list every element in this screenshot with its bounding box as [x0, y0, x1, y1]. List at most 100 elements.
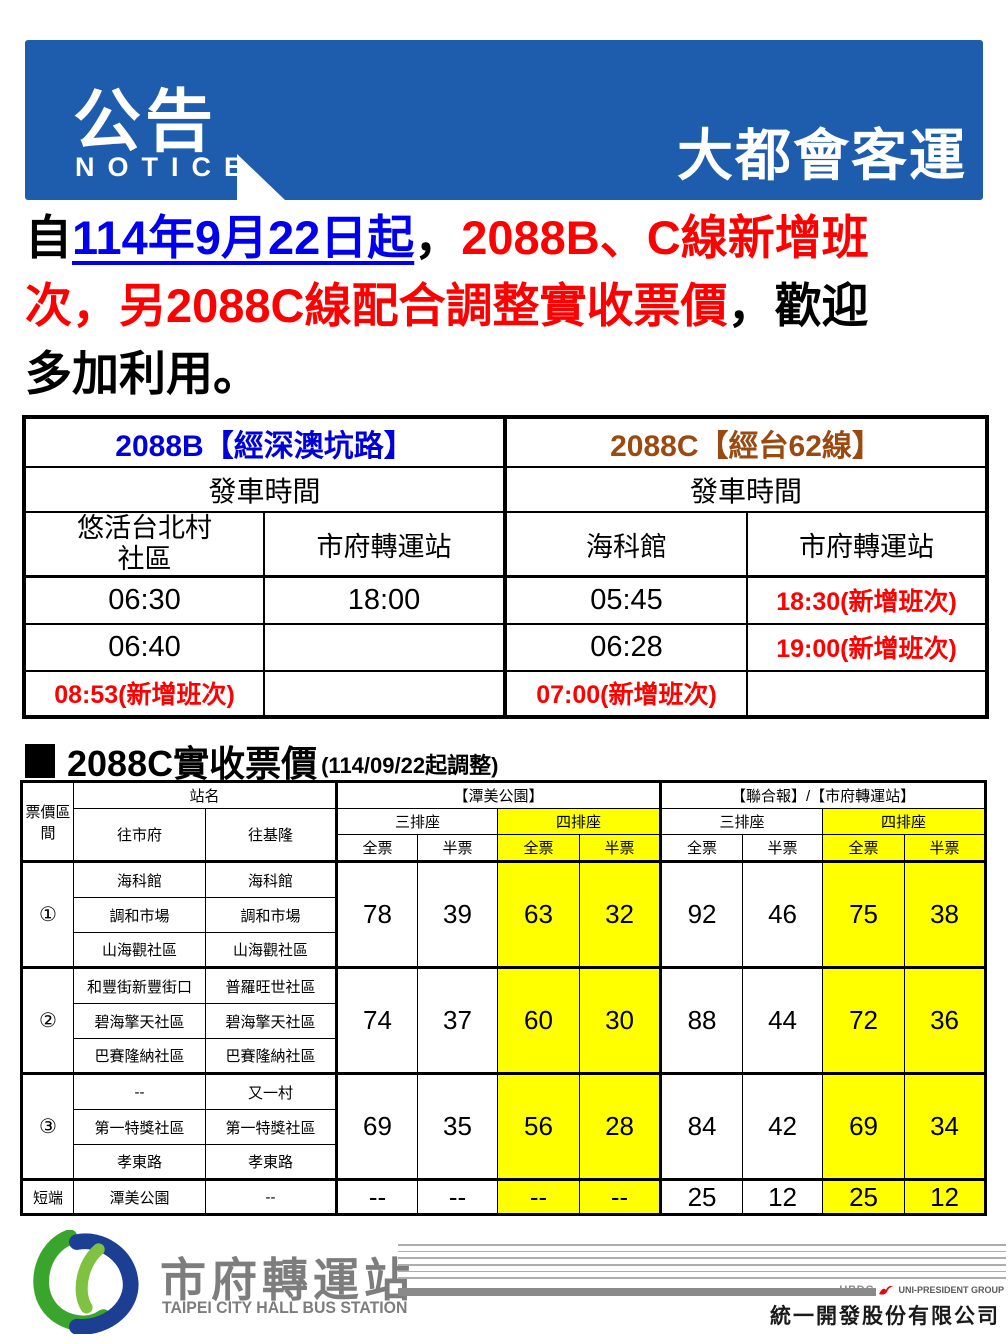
- departure-time: 06:40: [23, 622, 265, 672]
- departure-time-new: 08:53(新增班次): [23, 669, 265, 718]
- station-name: --: [73, 1072, 206, 1110]
- departure-time: [263, 669, 506, 718]
- fare-header-to-keelung: 往基隆: [204, 808, 338, 862]
- fare-zone-row: ① 海科館 海科館 78 39 63 32 92 46 75 38: [21, 860, 987, 968]
- station-name: --: [204, 1178, 338, 1215]
- station-name: 山海觀社區: [73, 932, 206, 968]
- fare-short-row: 短端 潭美公園 -- -- -- -- -- 25 12 25 12: [21, 1178, 987, 1215]
- station-name: 第一特獎社區: [73, 1109, 206, 1145]
- timetable-row: 06:30 18:00 05:45 18:30(新增班次): [23, 575, 988, 625]
- timetable-row: 08:53(新增班次) 07:00(新增班次): [23, 669, 988, 718]
- departure-time: 05:45: [503, 575, 748, 625]
- fare-header-half: 半票: [417, 834, 499, 863]
- footer-decorative-lines: [398, 1244, 1006, 1284]
- station-name: 潭美公園: [73, 1178, 206, 1215]
- zone-label: ③: [21, 1072, 74, 1180]
- announcement-line-3: 多加利用。: [25, 340, 990, 408]
- banner-title-zh: 公告: [73, 84, 218, 160]
- fare-header-half: 半票: [742, 834, 824, 863]
- announcement-date: 114年9月22日起: [72, 211, 415, 264]
- departure-timetable: 2088B【經深澳坑路】 2088C【經台62線】 發車時間 發車時間 悠活台北…: [22, 415, 989, 719]
- zone-label: 短端: [21, 1178, 74, 1215]
- updc-logo-text: UPDC: [839, 1284, 875, 1296]
- departure-time: 06:28: [503, 622, 748, 672]
- fare-value: 25: [822, 1178, 906, 1215]
- route-2088c-title: 2088C【經台62線】: [503, 416, 988, 468]
- fare-header-section2: 【聯合報】/【市府轉運站】: [659, 781, 987, 809]
- fare-value: 39: [417, 860, 499, 968]
- departure-time-label: 發車時間: [23, 466, 506, 513]
- uni-president-branding: UPDC UNI-PRESIDENT GROUP: [839, 1284, 1004, 1296]
- fare-zone-row: ② 和豐街新豐街口 普羅旺世社區 74 37 60 30 88 44 72 36: [21, 966, 987, 1074]
- departure-time-new: 19:00(新增班次): [746, 622, 988, 672]
- station-name: 巴賽隆納社區: [204, 1038, 338, 1074]
- departure-time: [746, 669, 988, 718]
- station-name: 調和市場: [204, 897, 338, 933]
- fare-header-full: 全票: [659, 834, 744, 863]
- fare-header-four-row: 四排座: [497, 808, 662, 835]
- fare-value: 46: [742, 860, 824, 968]
- footer-company-name: 統一開發股份有限公司: [770, 1305, 1000, 1328]
- fare-value: 69: [822, 1072, 906, 1180]
- fare-value: --: [417, 1178, 499, 1215]
- station-name: 調和市場: [73, 897, 206, 933]
- departure-time: 06:30: [23, 575, 265, 625]
- fare-value: 32: [579, 860, 662, 968]
- fare-value: 12: [742, 1178, 824, 1215]
- timetable-column-header: 海科館: [503, 511, 748, 578]
- announcement-segment: ，: [414, 211, 462, 264]
- station-name: 孝東路: [204, 1144, 338, 1180]
- departure-time: 18:00: [263, 575, 506, 625]
- announcement-segment: 多加利用。: [25, 347, 260, 400]
- fare-value: 37: [417, 966, 499, 1074]
- fare-value: 44: [742, 966, 824, 1074]
- fare-header-three-row: 三排座: [659, 808, 824, 835]
- timetable-row: 06:40 06:28 19:00(新增班次): [23, 622, 988, 672]
- fare-header-section1: 【潭美公園】: [335, 781, 662, 809]
- station-name: 巴賽隆納社區: [73, 1038, 206, 1074]
- station-name: 又一村: [204, 1072, 338, 1110]
- notice-banner: 公告 NOTICE 大都會客運: [25, 40, 983, 200]
- fare-value: 74: [335, 966, 419, 1074]
- announcement-line-2: 次，另2088C線配合調整實收票價，歡迎: [25, 272, 990, 340]
- timetable-column-header: 市府轉運站: [263, 511, 506, 578]
- fare-header-four-row: 四排座: [822, 808, 987, 835]
- fare-value: 84: [659, 1072, 744, 1180]
- station-name: 第一特獎社區: [204, 1109, 338, 1145]
- station-name: 和豐街新豐街口: [73, 966, 206, 1004]
- timetable-column-header: 悠活台北村 社區: [23, 511, 265, 578]
- fare-header-station: 站名: [72, 781, 338, 809]
- fare-header-full: 全票: [335, 834, 419, 863]
- footer-thick-bar: [398, 1288, 876, 1296]
- fare-header-half: 半票: [904, 834, 987, 863]
- footer-station-name: 市府轉運站: [160, 1254, 415, 1306]
- station-name: 碧海擎天社區: [73, 1003, 206, 1039]
- fare-value: 30: [579, 966, 662, 1074]
- fare-value: --: [497, 1178, 581, 1215]
- station-name: 孝東路: [73, 1144, 206, 1180]
- station-name: 海科館: [204, 860, 338, 898]
- zone-label: ①: [21, 860, 74, 968]
- fare-value: --: [579, 1178, 662, 1215]
- announcement-segment: ，歡迎: [727, 279, 869, 332]
- route-2088b-title: 2088B【經深澳坑路】: [23, 416, 506, 468]
- fare-value: 36: [904, 966, 987, 1074]
- fare-table: 票價區間 站名 【潭美公園】 【聯合報】/【市府轉運站】 往市府 往基隆 三排座…: [20, 780, 988, 1216]
- fare-value: 78: [335, 860, 419, 968]
- announcement-line-1: 自114年9月22日起，2088B、C線新增班: [25, 204, 990, 272]
- fare-value: 92: [659, 860, 744, 968]
- fare-value: 72: [822, 966, 906, 1074]
- announcement-text: 自114年9月22日起，2088B、C線新增班 次，另2088C線配合調整實收票…: [25, 204, 990, 408]
- fare-header-zone: 票價區間: [21, 781, 74, 862]
- departure-time: [263, 622, 506, 672]
- footer-station-name-en: TAIPEI CITY HALL BUS STATION: [162, 1298, 408, 1317]
- fare-value: 56: [497, 1072, 581, 1180]
- fare-header-three-row: 三排座: [335, 808, 499, 835]
- fare-value: 25: [659, 1178, 744, 1215]
- station-name: 碧海擎天社區: [204, 1003, 338, 1039]
- fare-value: 28: [579, 1072, 662, 1180]
- banner-title-en: NOTICE: [75, 152, 256, 182]
- fare-value: 75: [822, 860, 906, 968]
- fare-title-subtitle: (114/09/22起調整): [321, 753, 499, 778]
- fare-value: 38: [904, 860, 987, 968]
